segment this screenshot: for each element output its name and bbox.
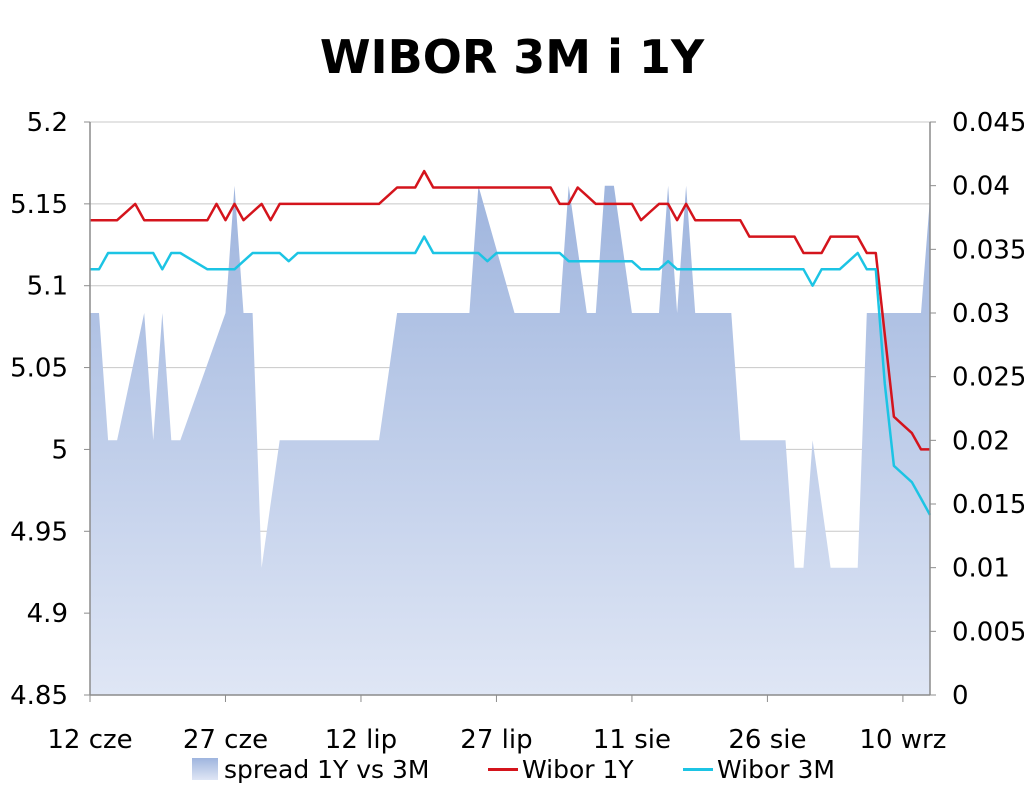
right-axis-tick-label: 0.04: [952, 172, 1010, 202]
right-axis-tick-label: 0: [952, 681, 969, 711]
right-axis-tick-label: 0.045: [952, 108, 1024, 138]
x-axis-tick-label: 12 lip: [325, 725, 397, 755]
x-axis-tick-label: 12 cze: [47, 725, 132, 755]
left-axis-tick-label: 5.05: [10, 354, 68, 384]
x-axis-tick-label: 27 lip: [460, 725, 532, 755]
left-axis-tick-label: 5: [51, 435, 68, 465]
lines-layer: [90, 169, 932, 516]
chart-title: WIBOR 3M i 1Y: [319, 30, 705, 84]
legend-label-spread: spread 1Y vs 3M: [224, 754, 430, 784]
right-axis-tick-label: 0.02: [952, 426, 1010, 456]
left-axis-tick-label: 4.9: [27, 599, 68, 629]
legend-item-wibor-3m: Wibor 3M: [683, 752, 835, 786]
left-axis-tick-label: 4.85: [10, 681, 68, 711]
legend-swatch-wibor-1y: [488, 767, 518, 771]
x-axis-tick-label: 26 sie: [728, 725, 806, 755]
right-axis-tick-label: 0.03: [952, 299, 1010, 329]
x-axis-tick-label: 10 wrz: [859, 725, 946, 755]
right-axis-tick-label: 0.025: [952, 363, 1024, 393]
left-axis-tick-label: 5.15: [10, 190, 68, 220]
wibor-1y-line: [90, 169, 930, 451]
right-axis-tick-label: 0.005: [952, 617, 1024, 647]
legend-item-wibor-1y: Wibor 1Y: [488, 752, 634, 786]
legend-label-wibor-3m: Wibor 3M: [717, 754, 835, 784]
legend: spread 1Y vs 3M Wibor 1Y Wibor 3M: [0, 752, 1024, 786]
right-axis-tick-label: 0.015: [952, 490, 1024, 520]
x-axis-tick-label: 27 cze: [183, 725, 268, 755]
legend-item-spread: spread 1Y vs 3M: [192, 752, 430, 786]
tick-labels: 4.85 4.9 4.95 5 5.05 5.1 5.15 5.2 0 0.005 0.01 0.01…: [10, 108, 1024, 755]
left-axis-tick-label: 4.95: [10, 517, 68, 547]
left-axis-tick-label: 5.2: [27, 108, 68, 138]
legend-label-wibor-1y: Wibor 1Y: [522, 754, 634, 784]
axes: [84, 121, 936, 702]
x-axis-tick-label: 11 sie: [593, 725, 671, 755]
left-axis-tick-label: 5.1: [27, 272, 68, 302]
spread-area: [90, 185, 930, 695]
wibor-3m-line: [90, 235, 932, 516]
legend-swatch-wibor-3m: [683, 767, 713, 771]
spread-area-layer: [90, 185, 930, 695]
right-axis-tick-label: 0.035: [952, 235, 1024, 265]
right-axis-tick-label: 0.01: [952, 554, 1010, 584]
legend-swatch-spread: [192, 758, 218, 780]
